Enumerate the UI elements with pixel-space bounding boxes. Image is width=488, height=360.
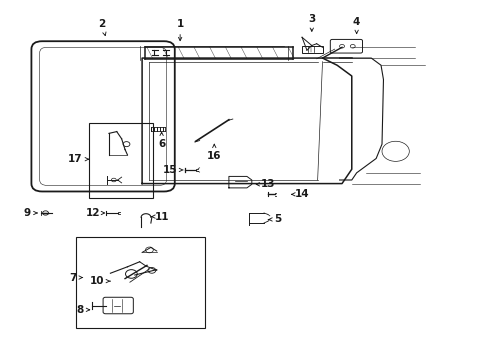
Text: 12: 12 [86, 208, 104, 218]
Text: 13: 13 [256, 179, 275, 189]
Text: 16: 16 [206, 144, 221, 161]
Text: 6: 6 [158, 132, 165, 149]
Text: 8: 8 [76, 305, 89, 315]
Text: 3: 3 [307, 14, 315, 31]
Text: 5: 5 [268, 215, 281, 224]
Text: 11: 11 [151, 212, 168, 221]
Text: 4: 4 [352, 17, 360, 33]
Text: 15: 15 [163, 165, 183, 175]
Text: 2: 2 [98, 19, 106, 36]
Bar [76, 237, 204, 328]
Text: 17: 17 [67, 154, 88, 164]
Text: 10: 10 [90, 276, 110, 286]
Text: 9: 9 [24, 208, 37, 218]
Text: 1: 1 [176, 19, 183, 41]
Text: 14: 14 [291, 189, 309, 199]
Text: 7: 7 [69, 273, 82, 283]
Bar [89, 123, 153, 198]
